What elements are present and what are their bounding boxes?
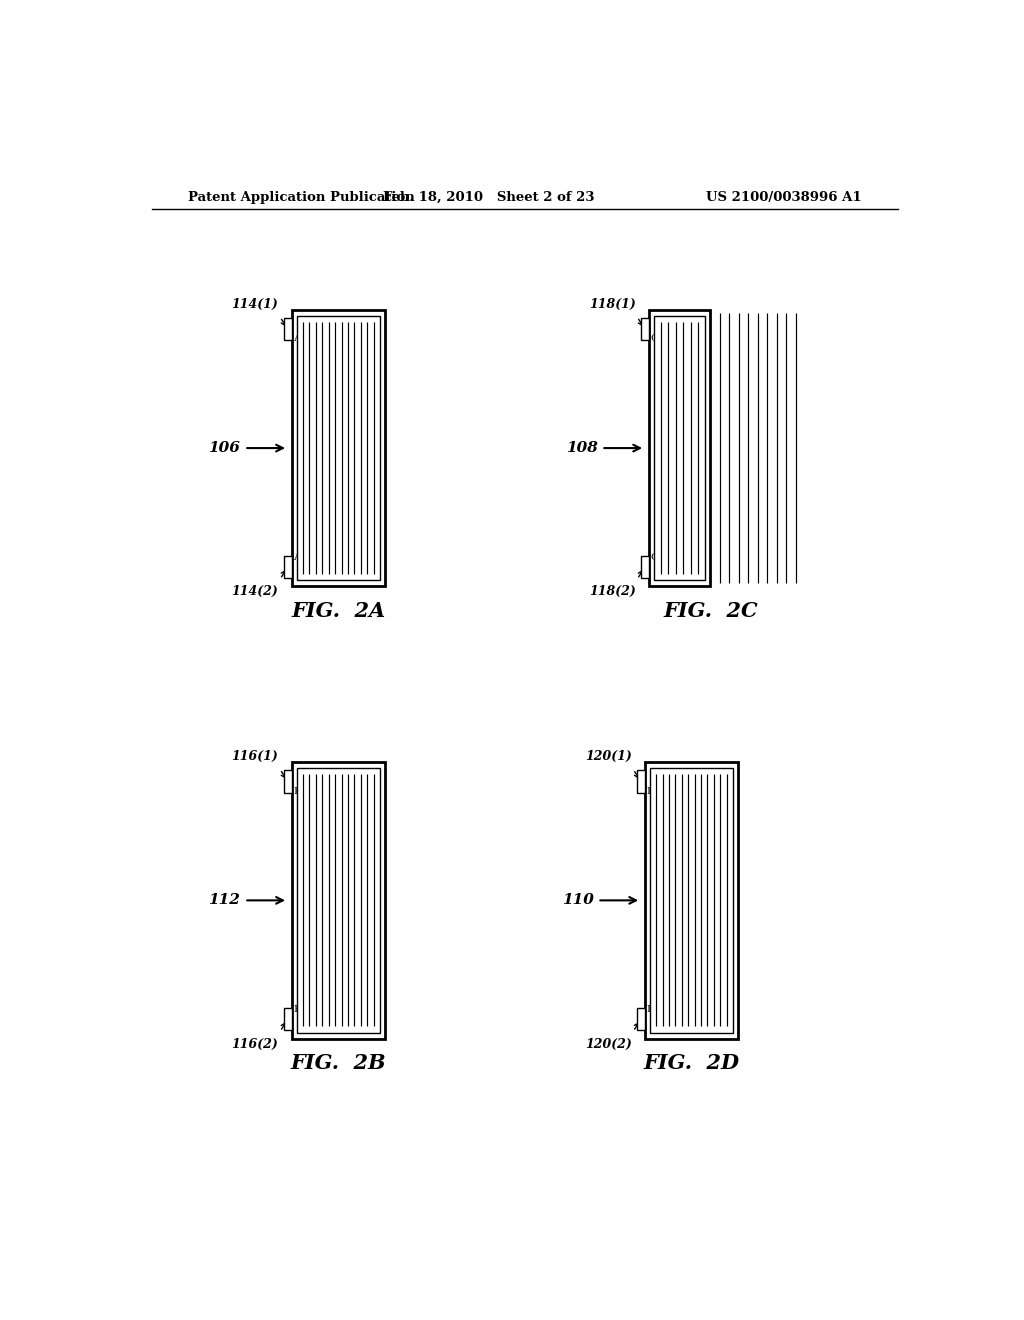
Text: C−: C− [650,334,668,343]
Text: Patent Application Publication: Patent Application Publication [187,190,415,203]
Bar [292,310,385,586]
Text: B+: B+ [294,787,310,796]
Bar [292,762,385,1039]
Text: 116(1): 116(1) [231,750,279,763]
Text: B−: B− [294,1006,310,1014]
Bar [284,771,292,792]
Text: 118(2): 118(2) [589,585,636,598]
Text: A−: A− [294,334,309,343]
Bar [284,556,292,578]
Text: 114(1): 114(1) [231,298,279,312]
Bar [641,556,649,578]
Bar [641,318,649,341]
Text: C+: C+ [650,553,668,562]
Text: FIG.  2C: FIG. 2C [664,601,759,620]
Text: FIG.  2A: FIG. 2A [291,601,385,620]
Text: 118(1): 118(1) [589,298,636,312]
Bar [637,771,645,792]
Text: Feb. 18, 2010   Sheet 2 of 23: Feb. 18, 2010 Sheet 2 of 23 [383,190,595,203]
Bar [284,318,292,341]
Text: D−: D− [646,1006,664,1014]
Text: 110: 110 [561,894,594,907]
Bar [645,762,738,1039]
Text: 116(2): 116(2) [231,1038,279,1051]
Bar [637,1008,645,1031]
Bar [653,315,706,581]
Text: 106: 106 [209,441,241,455]
Text: 114(2): 114(2) [231,585,279,598]
Text: FIG.  2B: FIG. 2B [291,1053,386,1073]
Bar [649,310,710,586]
Text: A+: A+ [294,553,309,562]
Text: FIG.  2D: FIG. 2D [643,1053,739,1073]
Text: 108: 108 [565,441,597,455]
Bar [284,1008,292,1031]
Text: 120(1): 120(1) [585,750,632,763]
Bar [297,768,380,1032]
Bar [297,315,380,581]
Text: D+: D+ [646,787,664,796]
Text: 112: 112 [209,894,241,907]
Bar [650,768,733,1032]
Text: US 2100/0038996 A1: US 2100/0038996 A1 [707,190,862,203]
Text: 120(2): 120(2) [585,1038,632,1051]
